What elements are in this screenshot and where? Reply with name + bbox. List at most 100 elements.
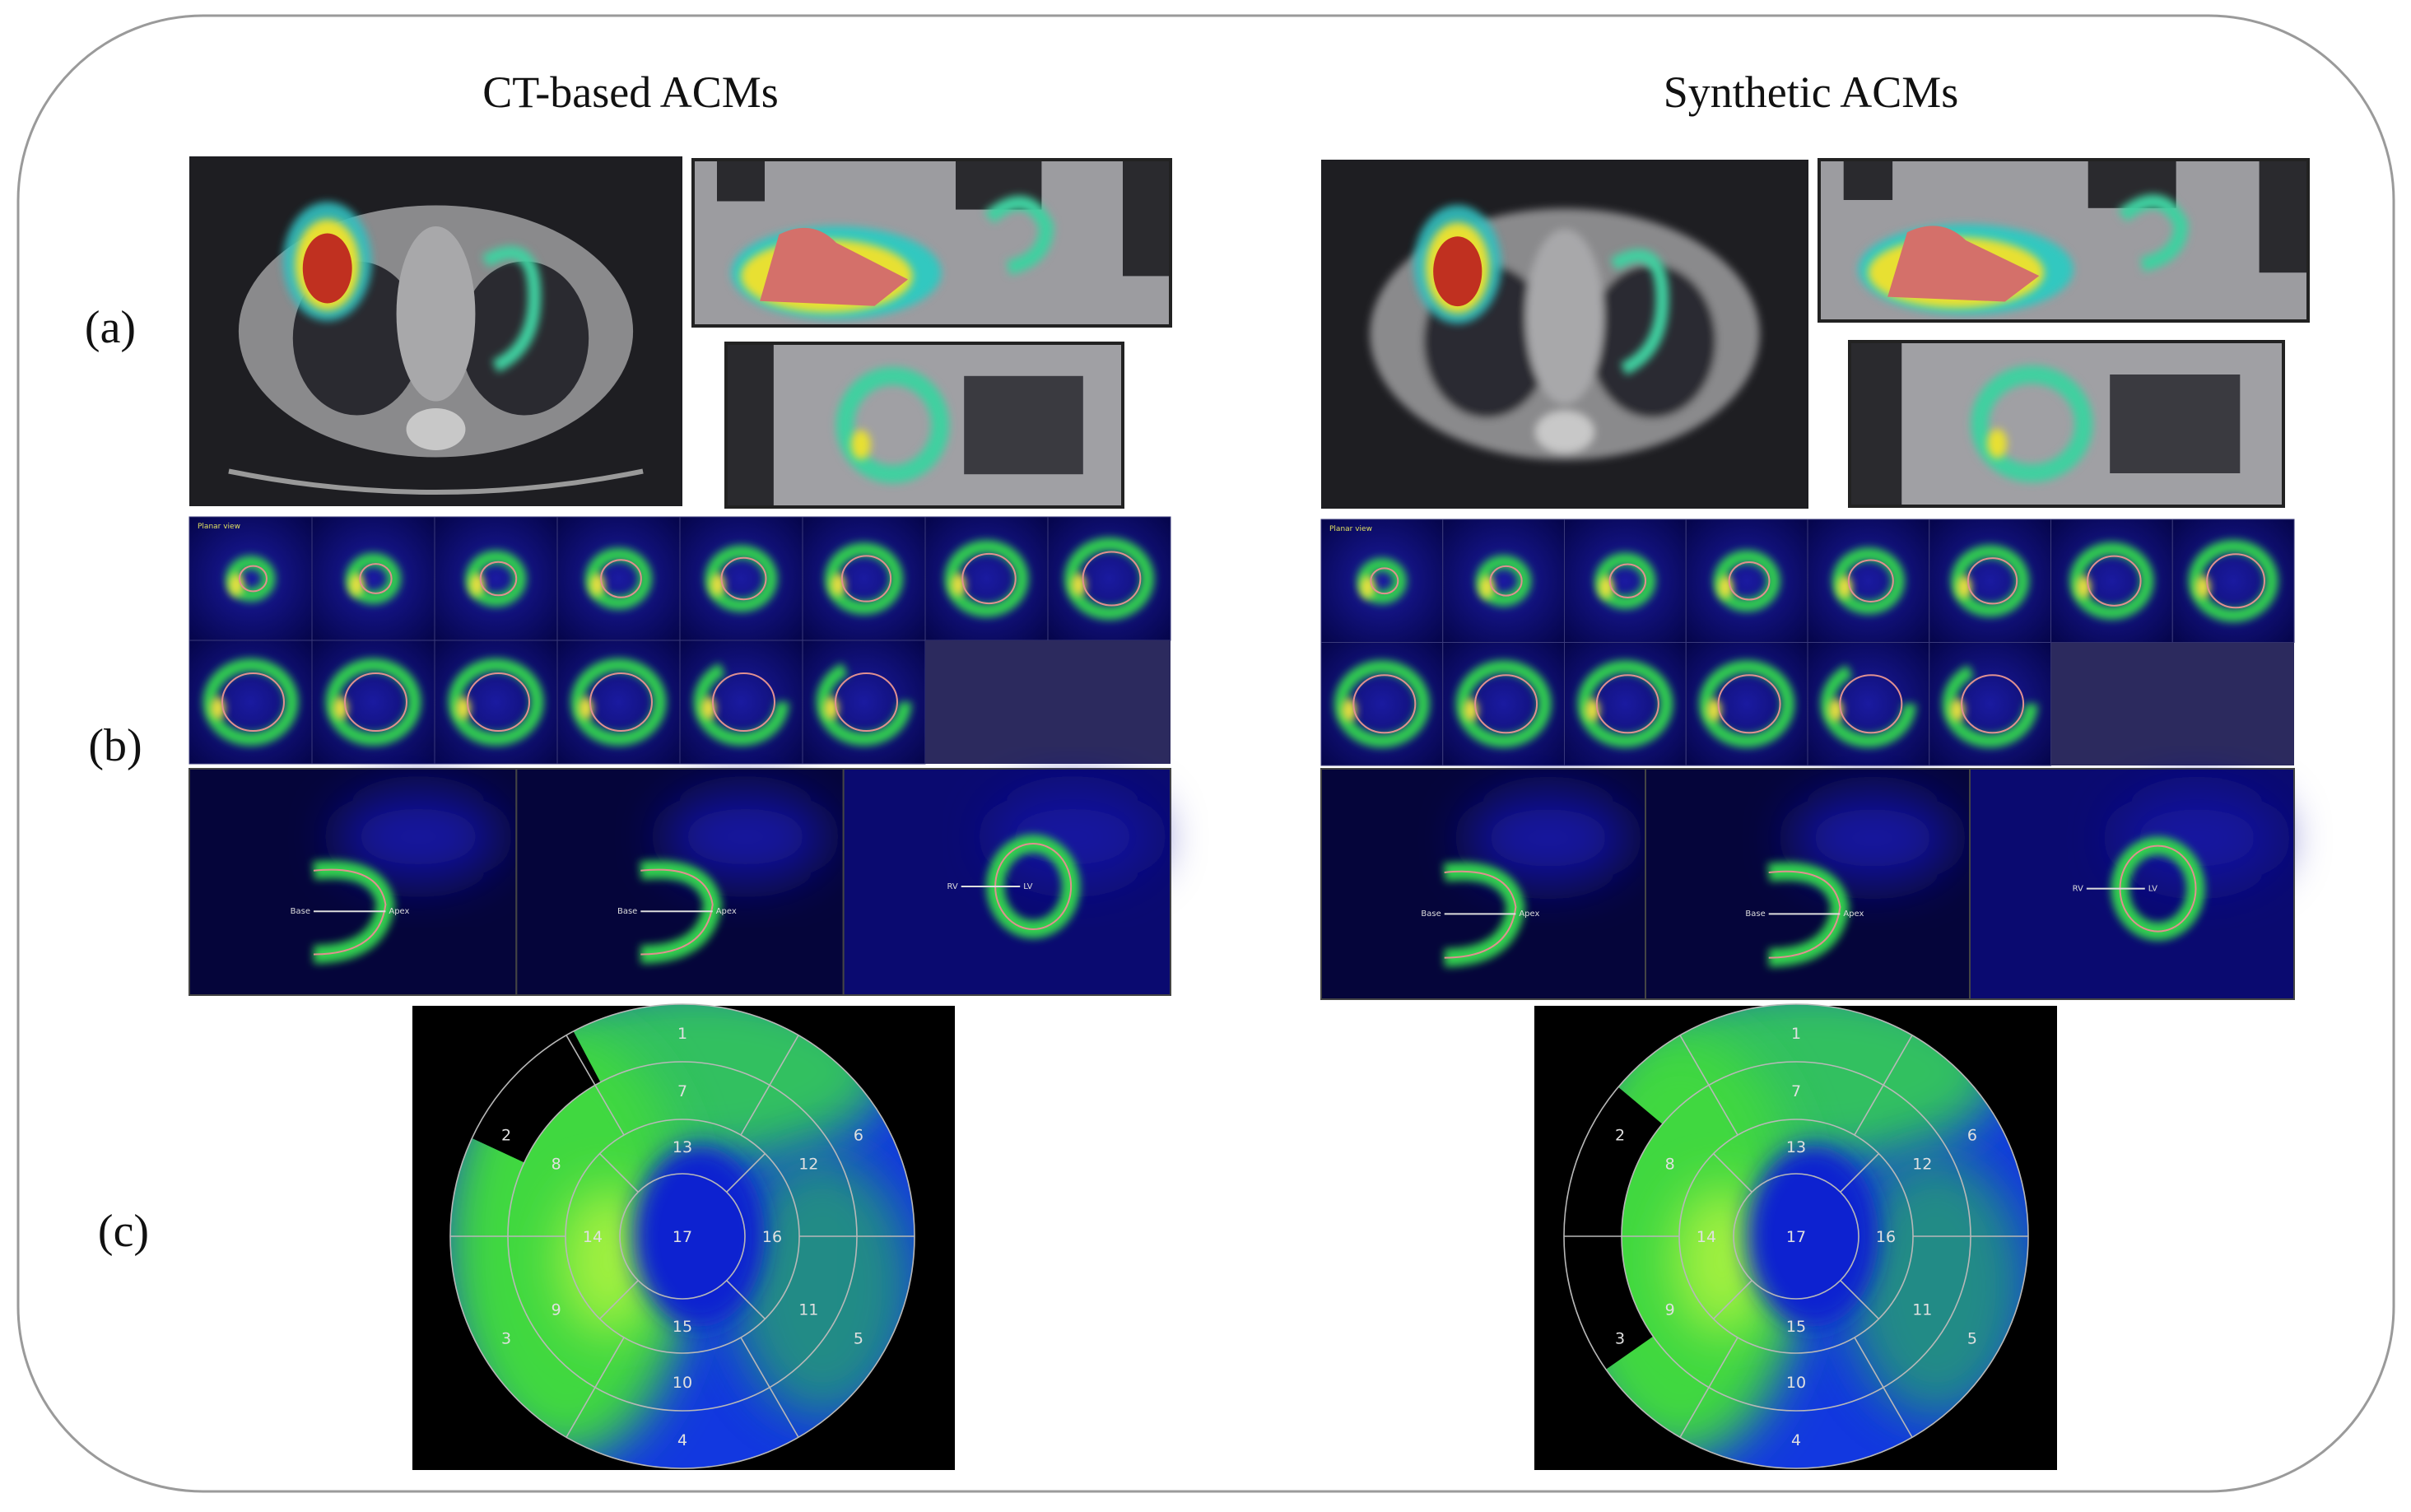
axis-label: Apex (716, 907, 737, 916)
sector-line (599, 1280, 639, 1319)
slice (924, 516, 1049, 641)
sector-line (1840, 1153, 1879, 1193)
segment-label: 17 (673, 1228, 692, 1246)
segment-label: 14 (583, 1228, 603, 1246)
segment-label: 11 (1912, 1301, 1932, 1319)
contour (1608, 563, 1647, 599)
grid-label: Planar view (198, 523, 240, 531)
polar-fill (450, 1004, 915, 1468)
segment-label: 13 (673, 1138, 692, 1156)
slice-ring (1699, 660, 1795, 748)
axis-label: LV (1023, 882, 1032, 891)
segment-label: 15 (673, 1318, 692, 1336)
axis-label: Base (1745, 910, 1765, 919)
slice-ring (1455, 660, 1552, 748)
u-contour (1768, 870, 1841, 959)
u-contour (1444, 870, 1517, 959)
sector-line (566, 1035, 625, 1136)
contour (711, 672, 775, 732)
green-right (732, 1154, 913, 1417)
table (228, 468, 644, 495)
missing-wedge (472, 1031, 601, 1163)
segment-label: 9 (552, 1301, 561, 1319)
dark (726, 343, 774, 507)
contour (1967, 557, 2018, 605)
ct-coronal (691, 158, 1172, 328)
axis-label: Base (1421, 910, 1441, 919)
segment-label: 7 (677, 1082, 687, 1100)
slice (311, 516, 435, 641)
haze (990, 791, 1155, 882)
contour (840, 555, 892, 602)
uptake-core (1887, 226, 2040, 302)
mediastinum (1525, 229, 1604, 404)
apex-blue (633, 1146, 765, 1327)
frame (1848, 340, 2285, 508)
slice-ring (1577, 660, 1673, 748)
sector-line (599, 1153, 639, 1193)
haze (663, 791, 827, 882)
ct-sagittal (724, 342, 1124, 509)
dark (1843, 160, 1893, 200)
slice-ring (325, 658, 421, 746)
ct-sagittal (1848, 340, 2285, 508)
slice (802, 516, 926, 641)
panel-title: CT-based ACMs (482, 67, 779, 117)
hot-spot (850, 430, 871, 460)
segment-label: 6 (1967, 1127, 1977, 1145)
haze (2115, 792, 2278, 884)
ct-transverse (189, 156, 682, 506)
dark (2110, 375, 2241, 473)
panel-title: Synthetic ACMs (1664, 67, 1959, 117)
segment-label: 16 (1876, 1228, 1896, 1246)
slice (1442, 519, 1565, 643)
sector-line (1854, 1035, 1913, 1136)
slice-ring (693, 658, 789, 746)
segment-label: 3 (1615, 1330, 1625, 1348)
contour (2206, 553, 2265, 609)
contour (1082, 551, 1142, 607)
segment-label: 10 (673, 1374, 692, 1392)
segment-label: 4 (677, 1431, 687, 1449)
segment-label: 12 (798, 1156, 818, 1174)
slice-ring (1820, 660, 1916, 748)
green-right (1845, 1154, 2027, 1417)
slice (1685, 519, 1808, 643)
grid-label: Planar view (1329, 525, 1372, 533)
ct-transverse (1321, 160, 1808, 509)
contour (600, 559, 642, 598)
contour (2087, 555, 2142, 607)
dark (1850, 342, 1902, 506)
axis-label: LV (2148, 884, 2157, 893)
sector-line (1679, 1337, 1738, 1438)
slice (1320, 519, 1444, 643)
dark (1123, 160, 1171, 277)
segment-label: 12 (1912, 1156, 1932, 1174)
slice-ring (816, 658, 912, 746)
segment-label: 4 (1791, 1431, 1801, 1449)
slice-ring (448, 658, 544, 746)
segment-label: 10 (1786, 1374, 1806, 1392)
slice-ring (1333, 660, 1430, 748)
sector-line (726, 1280, 766, 1319)
hot-spot (1987, 429, 2008, 458)
segment-label: 8 (552, 1156, 561, 1174)
segment-label: 1 (1791, 1025, 1801, 1043)
segment-label: 3 (501, 1330, 511, 1348)
axis-label: RV (947, 882, 957, 891)
slice-ring (1064, 537, 1154, 620)
apex-blue (1747, 1146, 1878, 1327)
segment-label: 5 (854, 1330, 863, 1348)
contour (720, 556, 767, 601)
slice (189, 516, 313, 641)
u-contour (640, 868, 714, 956)
sector-line (726, 1153, 766, 1193)
slice-ring (202, 658, 299, 746)
myocardium (2117, 194, 2189, 272)
axis-label: RV (2073, 884, 2083, 893)
contour (1489, 565, 1523, 597)
missing-wedge (1564, 1086, 1663, 1370)
spine (1535, 411, 1594, 454)
